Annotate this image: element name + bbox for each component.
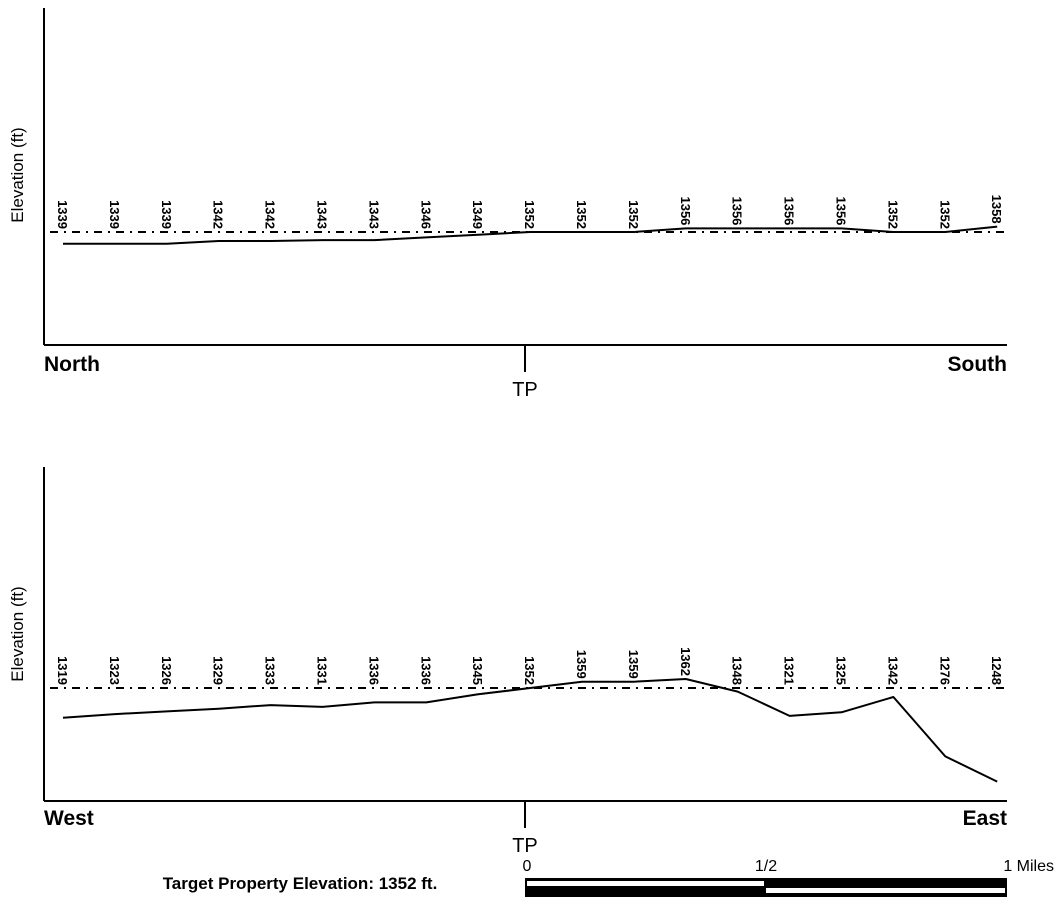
x-start-label: West xyxy=(44,807,94,830)
elevation-label: 1343 xyxy=(366,200,381,229)
elevation-label: 1352 xyxy=(522,656,537,685)
elevation-label: 1342 xyxy=(885,656,900,685)
elevation-label: 1323 xyxy=(107,656,122,685)
elevation-label: 1325 xyxy=(834,656,849,685)
series-marks: 1319 1323 1326 1329 1333 1331 1336 1336 1345 1352… xyxy=(50,647,1005,783)
y-axis-label: Elevation (ft) xyxy=(8,127,27,222)
elevation-label: 1276 xyxy=(937,656,952,685)
elevation-label: 1356 xyxy=(678,196,693,225)
elevation-label: 1342 xyxy=(263,200,278,229)
elevation-label: 1343 xyxy=(315,200,330,229)
elevation-label: 1336 xyxy=(418,656,433,685)
elevation-label: 1319 xyxy=(55,656,70,685)
y-axis-label: Elevation (ft) xyxy=(8,586,27,681)
elevation-label: 1356 xyxy=(782,196,797,225)
elevation-label: 1326 xyxy=(159,656,174,685)
elevation-label: 1345 xyxy=(470,656,485,685)
scale-segment-left-highlight xyxy=(527,881,764,886)
elevation-label: 1359 xyxy=(626,650,641,679)
elevation-label: 1352 xyxy=(626,200,641,229)
elevation-label: 1359 xyxy=(574,650,589,679)
elevation-label: 1329 xyxy=(211,656,226,685)
elevation-label: 1339 xyxy=(159,200,174,229)
elevation-label: 1333 xyxy=(263,656,278,685)
elevation-label: 1346 xyxy=(418,200,433,229)
elevation-label: 1356 xyxy=(834,196,849,225)
north-south-profile: Elevation (ft) North South TP 1339 1339 13… xyxy=(8,8,1007,401)
elevation-label: 1331 xyxy=(315,656,330,685)
scale-segment-right-highlight xyxy=(766,888,1005,893)
elevation-label: 1352 xyxy=(522,200,537,229)
elevation-label: 1358 xyxy=(989,195,1004,224)
target-elevation-text: Target Property Elevation: 1352 ft. xyxy=(163,874,438,893)
scale-label-end: 1 Miles xyxy=(1003,858,1054,875)
scale-label-mid: 1/2 xyxy=(755,858,777,875)
elevation-label: 1342 xyxy=(211,200,226,229)
tp-label: TP xyxy=(512,835,538,857)
elevation-label: 1348 xyxy=(730,656,745,685)
scale-bar: 0 1/2 1 Miles xyxy=(523,858,1054,897)
elevation-label: 1356 xyxy=(730,196,745,225)
scale-segment-right xyxy=(766,878,1007,897)
x-start-label: North xyxy=(44,353,100,376)
elevation-label: 1248 xyxy=(989,656,1004,685)
tp-label: TP xyxy=(512,379,538,401)
scale-segment-left xyxy=(525,878,766,897)
elevation-profile-line xyxy=(63,225,998,245)
elevation-label: 1339 xyxy=(107,200,122,229)
elevation-label: 1352 xyxy=(574,200,589,229)
elevation-profile-line xyxy=(62,678,998,783)
x-end-label: South xyxy=(948,353,1007,376)
elevation-label: 1352 xyxy=(937,200,952,229)
west-east-profile: Elevation (ft) West East TP 1319 1323 1326… xyxy=(8,467,1007,857)
elevation-label: 1362 xyxy=(678,647,693,676)
x-end-label: East xyxy=(963,807,1007,830)
elevation-label: 1321 xyxy=(782,656,797,685)
scale-label-start: 0 xyxy=(523,858,532,875)
series-marks: 1339 1339 1339 1342 1342 1343 1343 1346 1349 1352… xyxy=(50,195,1005,245)
elevation-label: 1352 xyxy=(885,200,900,229)
elevation-label: 1339 xyxy=(55,200,70,229)
elevation-label: 1336 xyxy=(366,656,381,685)
elevation-label: 1349 xyxy=(470,200,485,229)
